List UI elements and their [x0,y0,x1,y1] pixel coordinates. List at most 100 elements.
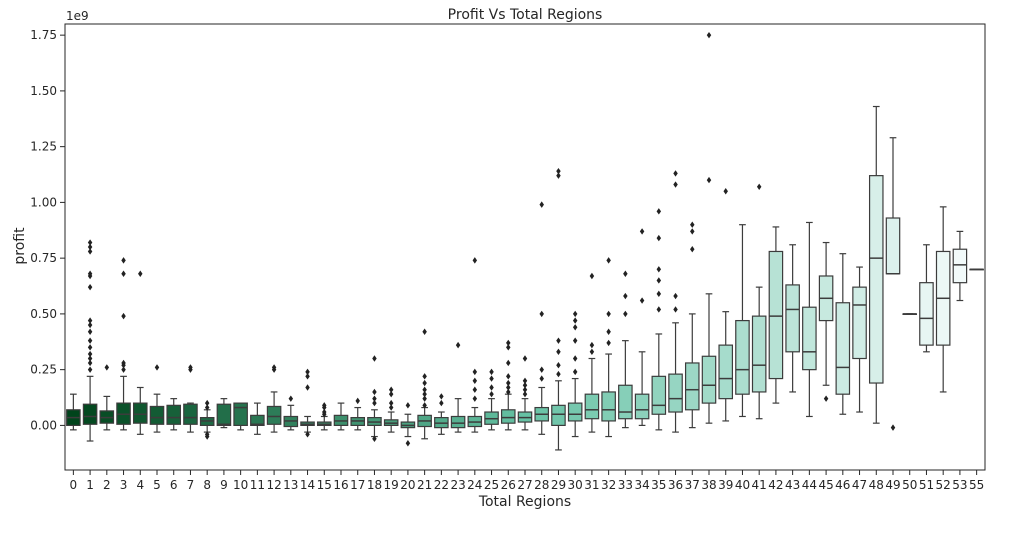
box-iqr [634,393,650,420]
outlier-point [87,248,93,255]
y-tick-label: 1.25 [30,140,57,154]
outlier-point [572,368,578,376]
box-iqr [216,403,232,426]
x-tick-label: 42 [768,478,783,492]
outlier-point [472,368,478,376]
outlier-point [305,368,310,376]
x-tick-label: 9 [220,478,228,492]
outlier-point [506,373,511,380]
outlier-point [204,399,210,407]
outlier-point [305,373,310,380]
outlier-point [455,341,461,349]
y-offset-label: 1e9 [66,9,89,23]
x-tick-label: 6 [170,478,178,492]
x-tick-label: 24 [467,478,482,492]
outlier-point [556,370,561,378]
x-tick-label: 7 [187,478,195,492]
outlier-point [104,364,110,371]
x-tick-label: 19 [384,478,399,492]
box-iqr [852,286,867,360]
outlier-point [673,181,678,188]
box-iqr [835,302,851,395]
x-tick-label: 3 [120,478,128,492]
axes-frame [64,23,986,471]
outlier-point [138,270,143,277]
outlier-point [706,31,712,39]
outlier-point [422,395,427,402]
outlier-point [623,310,628,318]
box-iqr [584,393,600,420]
x-tick-label: 53 [952,478,967,492]
box-iqr [567,402,583,422]
box-iqr [149,405,165,425]
outlier-point [572,355,578,362]
outlier-point [623,270,628,277]
outlier-point [439,393,444,400]
x-tick-label: 5 [153,478,161,492]
box-iqr [233,402,248,427]
outlier-point [422,390,427,398]
outlier-point [121,366,126,373]
outlier-point [405,402,411,409]
box-iqr [802,306,817,371]
x-tick-label: 47 [852,478,867,492]
outlier-point [388,386,394,393]
outlier-point [572,317,578,324]
y-tick-label: 0.75 [30,251,57,265]
outlier-point [589,341,595,349]
x-tick-label: 37 [685,478,700,492]
outlier-point [372,355,377,362]
outlier-point [656,234,662,242]
x-tick-label: 39 [718,478,733,492]
outlier-point [639,297,645,304]
outlier-point [522,386,528,393]
box-iqr [701,355,717,404]
outlier-point [656,208,662,215]
outlier-point [690,246,695,253]
outlier-point [288,395,294,402]
outlier-point [690,228,695,235]
outlier-point [656,306,662,313]
outlier-point [87,355,93,362]
outlier-point [87,344,93,351]
box-iqr [718,344,734,400]
outlier-point [572,324,578,331]
outlier-point [121,312,126,320]
outlier-point [506,359,511,367]
outlier-point [656,277,662,284]
box-iqr [751,315,767,393]
x-tick-label: 30 [568,478,583,492]
box-iqr [82,403,98,425]
x-tick-label: 4 [136,478,144,492]
x-tick-label: 52 [936,478,951,492]
x-tick-label: 55 [969,478,984,492]
outlier-point [388,390,394,398]
x-tick-label: 31 [584,478,599,492]
outlier-point [87,283,93,291]
y-tick-label: 0.00 [30,418,57,432]
outlier-point [489,390,494,398]
outlier-point [823,395,829,402]
outlier-point [121,270,126,277]
outlier-point [472,257,478,264]
y-tick-label: 1.75 [30,28,57,42]
outlier-point [422,402,427,409]
x-tick-label: 40 [735,478,750,492]
box-iqr [885,217,901,275]
x-tick-label: 49 [885,478,900,492]
outlier-point [372,388,377,396]
outlier-point [506,379,511,387]
box-iqr [500,409,516,424]
x-tick-label: 11 [250,478,265,492]
outlier-point [322,402,327,409]
x-tick-label: 33 [618,478,633,492]
x-tick-label: 1 [86,478,94,492]
outlier-point [506,384,511,391]
outlier-point [539,201,544,208]
x-tick-label: 16 [333,478,348,492]
outlier-point [355,397,360,405]
outlier-point [506,388,511,396]
x-tick-label: 28 [534,478,549,492]
